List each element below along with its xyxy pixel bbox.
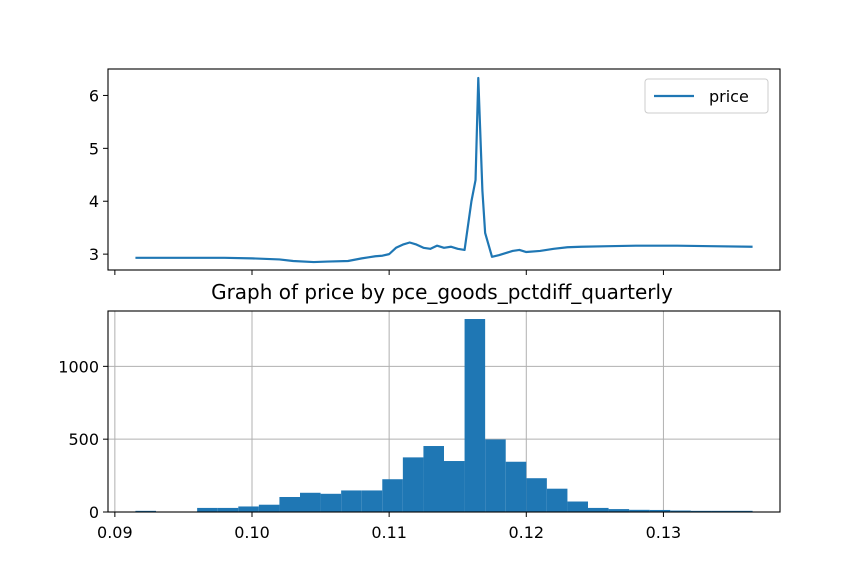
histogram-bar xyxy=(546,488,568,512)
line-chart-y-axis: 3 4 5 6 xyxy=(89,86,108,264)
histogram-bar xyxy=(300,492,321,512)
histogram-bar xyxy=(485,439,506,512)
line-chart-frame xyxy=(107,68,781,271)
histogram-bar xyxy=(629,509,650,512)
histogram-y-axis: 0 500 1000 xyxy=(58,357,108,522)
histogram-x-tick-label: 0.12 xyxy=(508,523,544,542)
histogram-bar xyxy=(135,510,156,512)
histogram-bar xyxy=(588,507,609,512)
histogram-bar xyxy=(217,507,239,512)
histogram-bar xyxy=(423,446,444,512)
histogram-bar xyxy=(341,490,362,512)
histogram-x-tick-label: 0.13 xyxy=(646,523,682,542)
histogram-bar xyxy=(567,501,588,512)
histogram-bar xyxy=(690,510,712,512)
histogram-bar xyxy=(197,507,218,512)
legend-label-price: price xyxy=(709,87,749,106)
histogram-grid xyxy=(108,311,780,513)
line-chart-panel: 3 4 5 6 price xyxy=(89,68,781,275)
histogram-title: Graph of price by pce_goods_pctdiff_quar… xyxy=(211,280,673,304)
histogram-bar xyxy=(670,510,691,512)
histogram-y-tick-label: 500 xyxy=(68,430,99,449)
histogram-y-tick-label: 1000 xyxy=(58,357,99,376)
histogram-bars xyxy=(135,319,753,512)
histogram-bar xyxy=(444,461,465,512)
line-chart-y-tick-label: 4 xyxy=(89,192,99,211)
histogram-bar xyxy=(526,478,547,512)
histogram-bar xyxy=(649,509,671,512)
histogram-bar xyxy=(505,461,527,512)
histogram-bar xyxy=(279,496,300,512)
histogram-bar xyxy=(732,510,753,512)
histogram-bar xyxy=(382,479,403,512)
histogram-bar xyxy=(361,490,383,512)
line-chart-x-axis xyxy=(114,270,664,275)
histogram-x-tick-label: 0.10 xyxy=(234,523,270,542)
histogram-x-tick-label: 0.09 xyxy=(97,523,133,542)
histogram-bar xyxy=(464,319,486,512)
histogram-x-tick-label: 0.11 xyxy=(371,523,407,542)
histogram-bar xyxy=(320,493,342,512)
histogram-bar xyxy=(608,509,630,512)
histogram-x-axis: 0.09 0.10 0.11 0.12 0.13 xyxy=(97,512,681,542)
line-chart-y-tick-label: 6 xyxy=(89,86,99,105)
histogram-frame xyxy=(107,310,781,513)
price-series-line xyxy=(135,76,753,264)
line-chart-y-tick-label: 3 xyxy=(89,245,99,264)
histogram-bar xyxy=(711,510,732,512)
histogram-y-tick-label: 0 xyxy=(89,503,99,522)
legend-box xyxy=(644,78,769,114)
legend: price xyxy=(644,78,769,114)
histogram-panel: Graph of price by pce_goods_pctdiff_quar… xyxy=(58,280,781,542)
line-chart-y-tick-label: 5 xyxy=(89,139,99,158)
histogram-bar xyxy=(238,506,259,512)
histogram-bar xyxy=(258,504,280,512)
histogram-bar xyxy=(402,457,424,512)
